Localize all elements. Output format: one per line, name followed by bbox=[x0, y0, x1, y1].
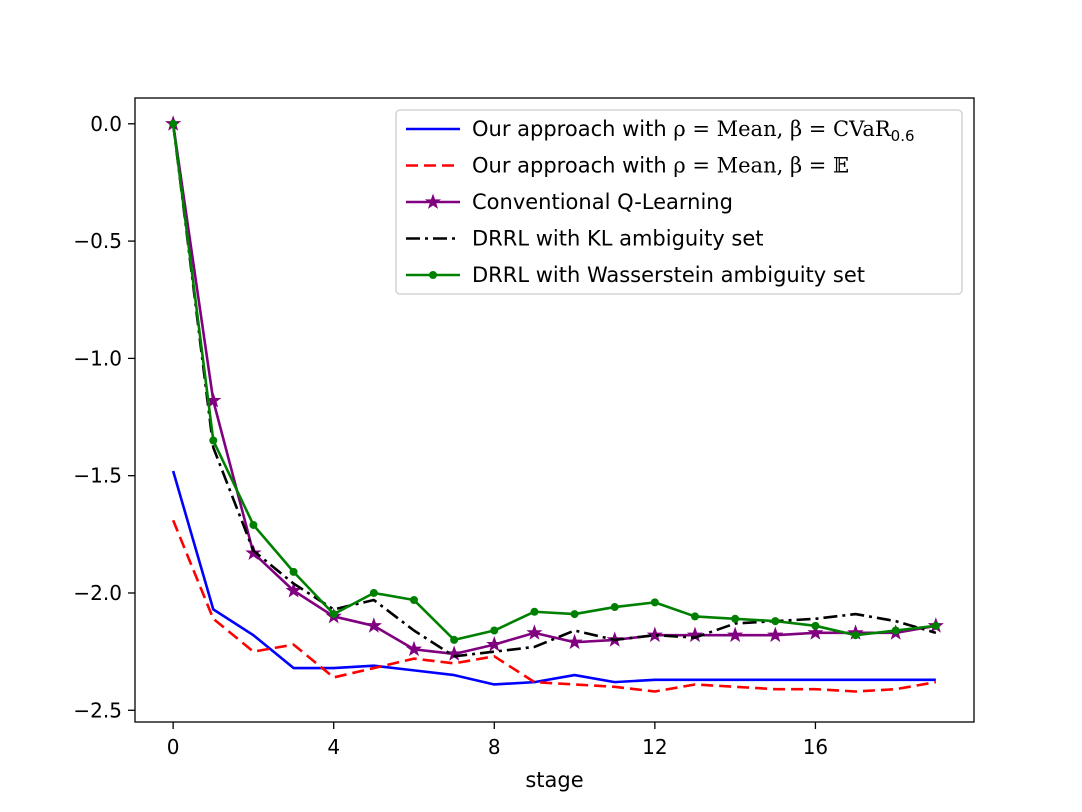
x-tick-label: 4 bbox=[327, 735, 340, 759]
series-line bbox=[171, 519, 937, 693]
legend-entry: Our approach with ρ = Mean, β = CVaR0.6 bbox=[406, 117, 915, 145]
data-point bbox=[811, 621, 820, 630]
series-layer bbox=[165, 115, 944, 693]
series-line bbox=[171, 123, 937, 658]
data-point bbox=[369, 588, 378, 597]
series-line bbox=[171, 123, 937, 656]
data-point bbox=[851, 631, 860, 640]
y-tick-label: −1.0 bbox=[73, 346, 122, 370]
data-point bbox=[446, 645, 463, 661]
y-tick-label: −0.5 bbox=[73, 229, 122, 253]
data-point bbox=[731, 614, 740, 623]
data-point bbox=[405, 640, 423, 657]
legend-box bbox=[395, 109, 963, 295]
data-point bbox=[650, 598, 659, 607]
legend-entry: DRRL with Wasserstein ambiguity set bbox=[406, 263, 865, 287]
data-point bbox=[566, 633, 583, 650]
legend-entry: Conventional Q-Learning bbox=[406, 190, 733, 214]
data-point bbox=[686, 626, 704, 643]
data-point bbox=[526, 624, 543, 640]
data-point bbox=[169, 119, 178, 128]
x-tick-label: 16 bbox=[803, 735, 828, 759]
data-point bbox=[450, 635, 459, 644]
series-4 bbox=[169, 119, 940, 644]
data-point bbox=[691, 612, 700, 621]
series-3 bbox=[171, 123, 937, 658]
legend-marker bbox=[429, 271, 437, 279]
x-axis-label: stage bbox=[525, 768, 583, 792]
legend-label: DRRL with KL ambiguity set bbox=[472, 227, 764, 251]
series-0 bbox=[171, 470, 936, 686]
data-point bbox=[530, 607, 539, 616]
y-tick-label: −2.0 bbox=[73, 581, 122, 605]
data-point bbox=[329, 610, 338, 619]
series-line bbox=[171, 470, 936, 686]
legend-label: DRRL with Wasserstein ambiguity set bbox=[472, 263, 865, 287]
series-1 bbox=[171, 519, 937, 693]
x-tick-label: 12 bbox=[642, 735, 667, 759]
x-tick-label: 0 bbox=[167, 735, 180, 759]
data-point bbox=[891, 626, 900, 635]
plot-frame bbox=[134, 97, 975, 723]
legend-entry: DRRL with KL ambiguity set bbox=[406, 227, 764, 251]
data-point bbox=[365, 617, 382, 633]
data-point bbox=[209, 436, 218, 445]
legend-label: Conventional Q-Learning bbox=[472, 190, 733, 214]
legend-label: Our approach with ρ = Mean, β = CVaR0.6 bbox=[472, 117, 915, 145]
data-point bbox=[409, 596, 418, 605]
data-point bbox=[486, 636, 503, 652]
legend: Our approach with ρ = Mean, β = CVaR0.6 O… bbox=[395, 109, 963, 295]
data-point bbox=[807, 624, 824, 640]
x-tick-label: 8 bbox=[488, 735, 501, 759]
y-tick-label: 0.0 bbox=[90, 112, 122, 136]
data-point bbox=[727, 626, 744, 643]
data-point bbox=[767, 626, 784, 643]
legend-marker bbox=[424, 193, 442, 209]
y-tick-label: −1.5 bbox=[73, 464, 122, 488]
legend-label: Our approach with ρ = Mean, β = 𝔼 bbox=[472, 154, 849, 178]
legend-entry: Our approach with ρ = Mean, β = 𝔼 bbox=[406, 154, 849, 178]
data-point bbox=[610, 603, 619, 612]
data-point bbox=[771, 617, 780, 626]
series-line bbox=[171, 123, 937, 642]
data-point bbox=[646, 626, 663, 643]
data-point bbox=[931, 621, 940, 630]
data-point bbox=[285, 582, 302, 598]
data-point bbox=[490, 626, 499, 635]
data-point bbox=[249, 520, 258, 529]
axes: 0 4 8 12 16 0.0 −0.5 −1.0 −1.5 −2.0 −2.5 stage bbox=[73, 97, 975, 792]
data-point bbox=[570, 610, 579, 619]
y-tick-label: −2.5 bbox=[73, 698, 122, 722]
data-point bbox=[289, 567, 298, 576]
